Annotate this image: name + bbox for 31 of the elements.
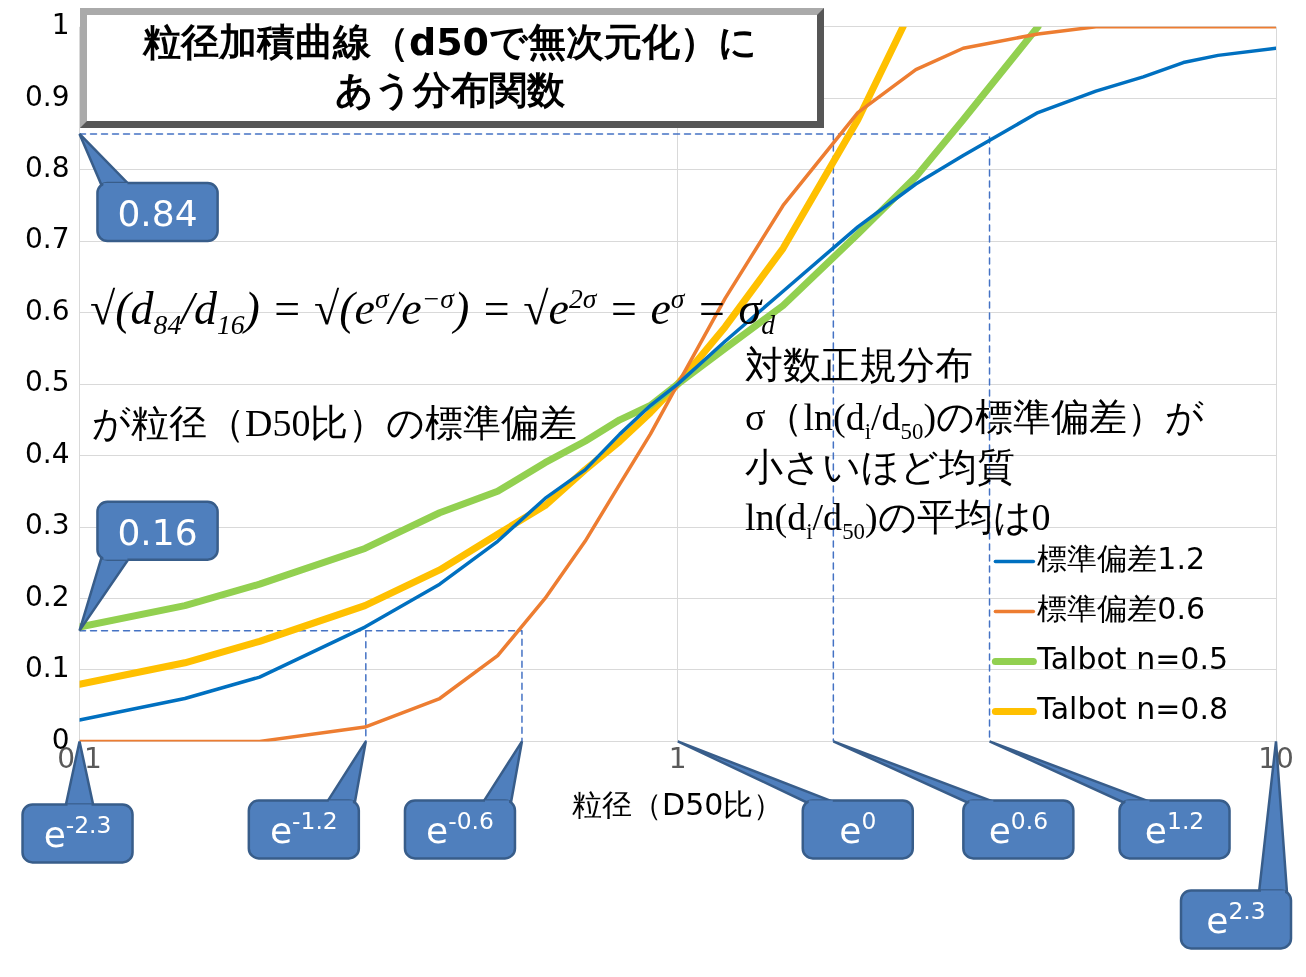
y-tick-label: 0.9 [25, 79, 70, 113]
annotation: e$^{-1.2}$ [269, 807, 338, 852]
annotation: 対数正規分布 [745, 343, 973, 388]
annotation: 小さいほど均質 [745, 445, 1015, 490]
y-tick-label: 0.6 [25, 293, 70, 327]
x-tick-label: 1 [668, 742, 687, 776]
annotation: e$^{1.2}$ [1144, 807, 1205, 852]
annotation: e$^{-0.6}$ [426, 807, 494, 852]
text: e$^{2.3}$ [1206, 897, 1266, 942]
legend-label: 標準偏差0.6 [1037, 591, 1206, 627]
y-tick-label: 1 [51, 8, 70, 42]
annotation: が粒径（D50比）の標準偏差 [92, 401, 578, 446]
y-tick-label: 0.1 [25, 651, 70, 685]
annotation: e$^{0.6}$ [988, 807, 1049, 852]
annotation: 0.84 [117, 192, 198, 234]
legend-label: 標準偏差1.2 [1037, 541, 1206, 577]
annotation: e$^{-2.3}$ [43, 811, 112, 856]
text: 粒径加積曲線（d50で無次元化）にあう分布関数 [141, 19, 759, 114]
legend-label: Talbot n=0.5 [1036, 641, 1229, 677]
y-tick-label: 0.4 [25, 436, 70, 470]
annotation: ln(d$_{i}$/d$_{50}$)の平均は0 [745, 496, 1051, 544]
x-axis-title: 粒径（D50比） [572, 786, 784, 822]
text: e$^{0}$ [839, 807, 877, 852]
y-tick-label: 0.8 [25, 151, 70, 184]
legend-label: Talbot n=0.8 [1036, 691, 1229, 727]
annotation: σ（ln(d$_{i}$/d$_{50}$)の標準偏差）が [745, 395, 1205, 445]
annotation: 0.16 [117, 511, 198, 553]
y-tick-label: 0.2 [25, 579, 70, 613]
y-tick-label: 0.3 [25, 508, 70, 542]
y-tick-label: 0.7 [25, 222, 70, 256]
y-tick-label: 0.5 [25, 365, 70, 399]
